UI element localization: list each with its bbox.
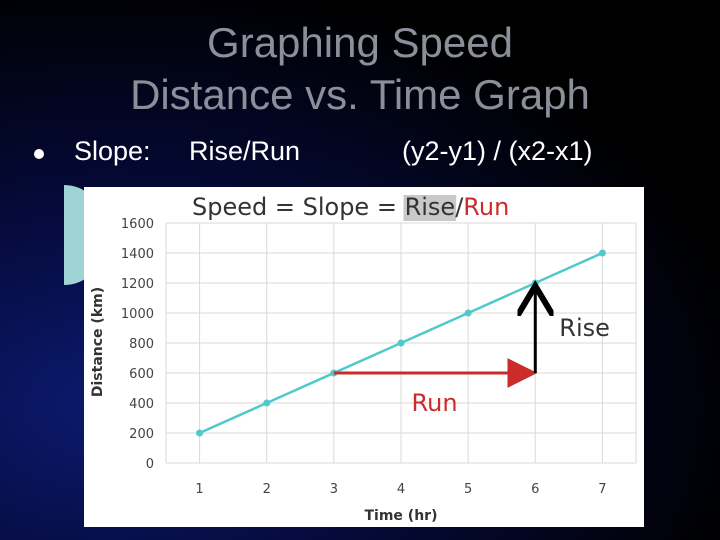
chart-title-rise: Rise xyxy=(405,193,456,221)
y-tick-label: 1600 xyxy=(121,217,154,232)
bullet-label: Slope: xyxy=(74,136,151,166)
data-point xyxy=(397,339,405,347)
slide-title-line-1: Graphing Speed xyxy=(207,19,513,66)
bullet-dot-icon xyxy=(34,149,44,159)
y-axis-label: Distance (km) xyxy=(90,287,106,397)
rise-label: Rise xyxy=(559,314,610,342)
x-tick-label: 4 xyxy=(397,482,405,497)
y-tick-label: 1000 xyxy=(121,307,154,322)
data-point xyxy=(464,309,472,317)
data-point xyxy=(196,429,204,437)
bullet-rule: Rise/Run xyxy=(189,136,301,166)
y-tick-label: 800 xyxy=(129,337,154,352)
chart-title-prefix: Speed = Slope = xyxy=(192,193,405,221)
x-tick-label: 7 xyxy=(598,482,606,497)
run-label: Run xyxy=(412,389,458,417)
x-tick-label: 5 xyxy=(464,482,472,497)
y-tick-label: 200 xyxy=(129,427,154,442)
x-tick-label: 6 xyxy=(531,482,539,497)
data-point xyxy=(598,249,606,257)
chart-title-sep: / xyxy=(455,193,464,221)
y-tick-label: 1200 xyxy=(121,277,154,292)
bullet-formula: (y2-y1) / (x2-x1) xyxy=(402,136,593,166)
title-rise-highlight xyxy=(403,195,457,221)
x-tick-label: 2 xyxy=(263,482,271,497)
data-point xyxy=(531,279,539,287)
y-tick-label: 400 xyxy=(129,397,154,412)
tick-labels: 0 200 400 600 800 1000 1200 1400 1600 1 2 3 4 5 6 7 xyxy=(121,217,607,497)
x-axis-label: Time (hr) xyxy=(365,508,438,524)
chart-title: Speed = Slope = Rise/Run xyxy=(192,193,509,221)
y-tick-label: 0 xyxy=(146,457,154,472)
x-tick-label: 3 xyxy=(330,482,338,497)
slide-title-line-2: Distance vs. Time Graph xyxy=(130,71,590,118)
annotations: Run Rise xyxy=(333,289,610,417)
y-tick-label: 600 xyxy=(129,367,154,382)
chart-title-run: Run xyxy=(463,193,509,221)
x-tick-label: 1 xyxy=(195,482,203,497)
chart-panel: Speed = Slope = Rise/Run 0 200 400 600 800 10… xyxy=(84,187,644,527)
y-tick-label: 1400 xyxy=(121,247,154,262)
data-point xyxy=(263,399,271,407)
distance-time-chart: Speed = Slope = Rise/Run 020040060080010… xyxy=(90,193,637,524)
